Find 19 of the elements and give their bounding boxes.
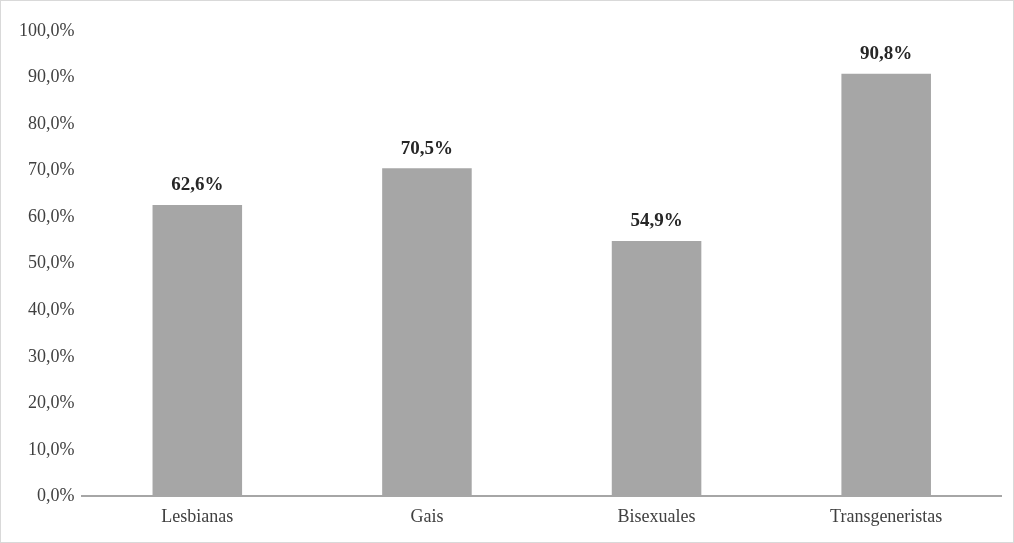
- y-tick-label: 100,0%: [18, 19, 75, 40]
- data-label: 62,6%: [171, 173, 224, 195]
- y-tick-label: 70,0%: [27, 159, 75, 180]
- x-tick-label: Transgeneristas: [830, 505, 943, 526]
- x-tick-label: Bisexuales: [617, 505, 696, 526]
- data-label: 54,9%: [630, 209, 683, 231]
- y-tick-label: 0,0%: [36, 485, 75, 506]
- data-label: 70,5%: [400, 136, 454, 158]
- y-tick-label: 90,0%: [27, 66, 75, 87]
- data-label: 90,8%: [860, 42, 913, 64]
- x-tick-label: Gais: [410, 505, 444, 526]
- y-tick-label: 10,0%: [27, 438, 75, 459]
- y-tick-label: 50,0%: [27, 252, 75, 273]
- y-tick-label: 40,0%: [27, 298, 75, 319]
- y-tick-label: 30,0%: [27, 345, 75, 366]
- y-tick-label: 60,0%: [27, 205, 75, 226]
- y-tick-label: 20,0%: [27, 392, 75, 413]
- y-tick-label: 80,0%: [27, 112, 75, 133]
- x-tick-label: Lesbianas: [161, 505, 234, 526]
